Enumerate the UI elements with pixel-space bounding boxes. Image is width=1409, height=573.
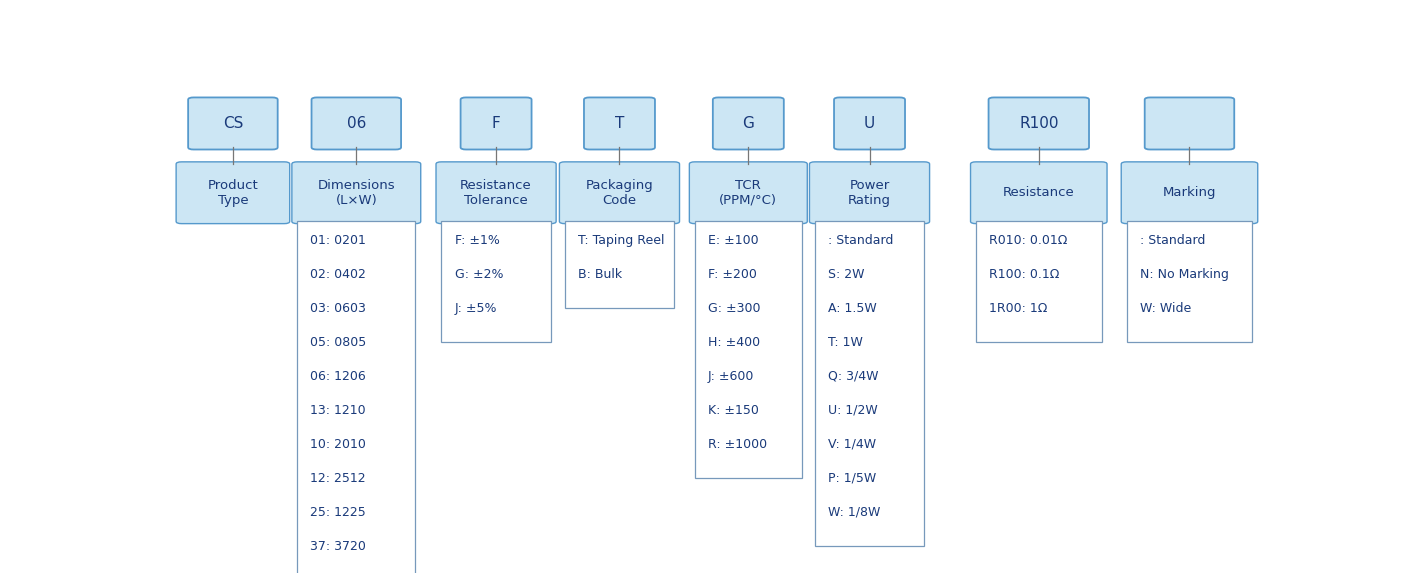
Text: 05: 0805: 05: 0805 <box>310 336 366 349</box>
Text: G: ±2%: G: ±2% <box>455 268 503 281</box>
Bar <box>441 221 551 342</box>
FancyBboxPatch shape <box>971 162 1107 223</box>
Text: W: 1/8W: W: 1/8W <box>828 505 881 519</box>
Text: B: Bulk: B: Bulk <box>578 268 623 281</box>
FancyBboxPatch shape <box>559 162 679 223</box>
Text: P: 1/5W: P: 1/5W <box>828 472 876 485</box>
Text: J: ±5%: J: ±5% <box>455 302 497 315</box>
Bar <box>297 221 416 573</box>
Text: Dimensions
(L×W): Dimensions (L×W) <box>317 179 395 207</box>
Text: 06: 1206: 06: 1206 <box>310 370 366 383</box>
Text: E: ±100: E: ±100 <box>707 234 758 247</box>
FancyBboxPatch shape <box>689 162 807 223</box>
Bar <box>695 221 802 478</box>
Bar <box>1127 221 1253 342</box>
Bar <box>814 221 924 545</box>
Text: N: No Marking: N: No Marking <box>1140 268 1229 281</box>
FancyBboxPatch shape <box>834 97 905 150</box>
Text: Q: 3/4W: Q: 3/4W <box>828 370 879 383</box>
Text: R: ±1000: R: ±1000 <box>707 438 766 450</box>
Text: 13: 1210: 13: 1210 <box>310 403 366 417</box>
Text: 12: 2512: 12: 2512 <box>310 472 366 485</box>
Text: Resistance: Resistance <box>1003 186 1075 199</box>
Text: A: 1.5W: A: 1.5W <box>828 302 876 315</box>
Text: T: 1W: T: 1W <box>828 336 862 349</box>
Text: U: U <box>864 116 875 131</box>
Text: Resistance
Tolerance: Resistance Tolerance <box>461 179 533 207</box>
Text: Power
Rating: Power Rating <box>848 179 890 207</box>
FancyBboxPatch shape <box>809 162 930 223</box>
Text: Product
Type: Product Type <box>207 179 258 207</box>
Text: T: T <box>614 116 624 131</box>
Text: W: Wide: W: Wide <box>1140 302 1191 315</box>
Text: F: ±1%: F: ±1% <box>455 234 499 247</box>
Text: 06: 06 <box>347 116 366 131</box>
FancyBboxPatch shape <box>292 162 421 223</box>
Text: R010: 0.01Ω: R010: 0.01Ω <box>989 234 1068 247</box>
Text: R100: R100 <box>1019 116 1058 131</box>
Text: J: ±600: J: ±600 <box>707 370 754 383</box>
Bar <box>565 221 674 308</box>
Text: Marking: Marking <box>1162 186 1216 199</box>
FancyBboxPatch shape <box>989 97 1089 150</box>
Text: V: 1/4W: V: 1/4W <box>828 438 876 450</box>
Text: F: F <box>492 116 500 131</box>
FancyBboxPatch shape <box>189 97 278 150</box>
Text: K: ±150: K: ±150 <box>707 403 759 417</box>
FancyBboxPatch shape <box>1144 97 1234 150</box>
Text: G: ±300: G: ±300 <box>707 302 761 315</box>
FancyBboxPatch shape <box>713 97 783 150</box>
Text: 10: 2010: 10: 2010 <box>310 438 366 450</box>
FancyBboxPatch shape <box>583 97 655 150</box>
Text: TCR
(PPM/°C): TCR (PPM/°C) <box>720 179 778 207</box>
Text: U: 1/2W: U: 1/2W <box>828 403 878 417</box>
Bar <box>976 221 1102 342</box>
Text: R100: 0.1Ω: R100: 0.1Ω <box>989 268 1060 281</box>
Text: CS: CS <box>223 116 244 131</box>
Text: 1R00: 1Ω: 1R00: 1Ω <box>989 302 1047 315</box>
Text: S: 2W: S: 2W <box>828 268 865 281</box>
Text: H: ±400: H: ±400 <box>707 336 759 349</box>
Text: T: Taping Reel: T: Taping Reel <box>578 234 665 247</box>
Text: G: G <box>743 116 754 131</box>
Text: : Standard: : Standard <box>828 234 893 247</box>
Text: : Standard: : Standard <box>1140 234 1205 247</box>
Text: 25: 1225: 25: 1225 <box>310 505 366 519</box>
FancyBboxPatch shape <box>461 97 531 150</box>
Text: 37: 3720: 37: 3720 <box>310 540 366 552</box>
Text: 02: 0402: 02: 0402 <box>310 268 366 281</box>
Text: 03: 0603: 03: 0603 <box>310 302 366 315</box>
FancyBboxPatch shape <box>1122 162 1258 223</box>
FancyBboxPatch shape <box>176 162 290 223</box>
Text: Packaging
Code: Packaging Code <box>586 179 654 207</box>
FancyBboxPatch shape <box>435 162 557 223</box>
Text: 01: 0201: 01: 0201 <box>310 234 366 247</box>
Text: F: ±200: F: ±200 <box>707 268 757 281</box>
FancyBboxPatch shape <box>311 97 402 150</box>
